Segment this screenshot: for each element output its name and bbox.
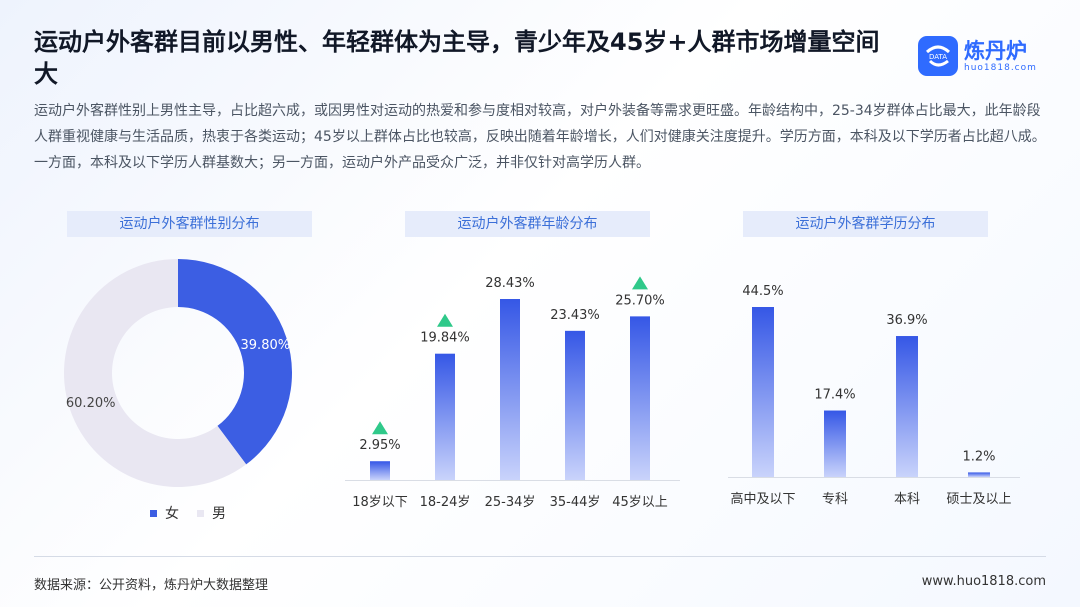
description-text: 运动户外客群性别上男性主导，占比超六成，或因男性对运动的热爱和参与度相对较高，对… bbox=[34, 103, 1046, 171]
data-source: 数据来源：公开资料，炼丹炉大数据整理 bbox=[34, 578, 269, 593]
legend-swatch-male bbox=[197, 509, 204, 517]
education-data-label-1: 17.4% bbox=[814, 388, 855, 403]
age-growth-marker-1 bbox=[437, 313, 453, 327]
education-bar-2 bbox=[896, 336, 918, 477]
gender-chart-title: 运动户外客群性别分布 bbox=[67, 211, 312, 237]
age-bar-0 bbox=[370, 461, 390, 480]
pie-slice-male bbox=[63, 259, 247, 487]
pie-slice-female bbox=[178, 259, 292, 465]
pie-label-female: 39.80% bbox=[241, 338, 291, 353]
age-bar-4 bbox=[630, 316, 650, 480]
education-tick-label-1: 专科 bbox=[822, 492, 848, 507]
age-tick-label-1: 18-24岁 bbox=[420, 495, 471, 510]
age-bar-2 bbox=[500, 299, 520, 480]
age-tick-label-4: 45岁以上 bbox=[612, 495, 668, 510]
education-tick-label-2: 本科 bbox=[894, 492, 920, 507]
age-tick-label-0: 18岁以下 bbox=[352, 495, 408, 510]
education-bar-0 bbox=[752, 307, 774, 477]
education-bar-3 bbox=[968, 472, 990, 477]
logo-icon: DATA bbox=[918, 36, 958, 76]
pie-label-male: 60.20% bbox=[66, 396, 116, 411]
brand-logo: DATA 炼丹炉 huo1818.com bbox=[918, 36, 1037, 76]
legend-swatch-female bbox=[150, 509, 157, 517]
gender-legend: 女 男 bbox=[150, 503, 226, 523]
age-data-label-4: 25.70% bbox=[615, 293, 665, 308]
site-url: www.huo1818.com bbox=[921, 574, 1046, 589]
age-chart-title: 运动户外客群年龄分布 bbox=[405, 211, 650, 237]
education-chart-title: 运动户外客群学历分布 bbox=[743, 211, 988, 237]
age-bar-1 bbox=[435, 353, 455, 480]
footer-divider bbox=[34, 556, 1046, 557]
age-growth-marker-0 bbox=[372, 421, 388, 435]
education-data-label-3: 1.2% bbox=[962, 449, 995, 464]
age-growth-marker-4 bbox=[632, 276, 648, 290]
age-data-label-3: 23.43% bbox=[550, 308, 600, 323]
logo-url: huo1818.com bbox=[964, 63, 1037, 73]
age-tick-label-2: 25-34岁 bbox=[485, 495, 536, 510]
age-data-label-0: 2.95% bbox=[359, 438, 400, 453]
page-title: 运动户外客群目前以男性、年轻群体为主导，青少年及45岁+人群市场增量空间大 bbox=[34, 28, 880, 88]
education-bar-1 bbox=[824, 410, 846, 477]
legend-label-female: 女 bbox=[165, 506, 179, 522]
legend-label-male: 男 bbox=[212, 506, 226, 522]
logo-badge: DATA bbox=[929, 53, 947, 61]
education-tick-label-3: 硕士及以上 bbox=[946, 492, 1011, 507]
education-tick-label-0: 高中及以下 bbox=[730, 491, 795, 507]
age-data-label-1: 19.84% bbox=[420, 331, 470, 346]
age-tick-label-3: 35-44岁 bbox=[550, 495, 601, 510]
education-data-label-2: 36.9% bbox=[886, 313, 927, 328]
logo-name: 炼丹炉 bbox=[964, 39, 1027, 63]
age-data-label-2: 28.43% bbox=[485, 276, 535, 291]
education-data-label-0: 44.5% bbox=[742, 284, 783, 299]
age-bar-3 bbox=[565, 330, 585, 480]
